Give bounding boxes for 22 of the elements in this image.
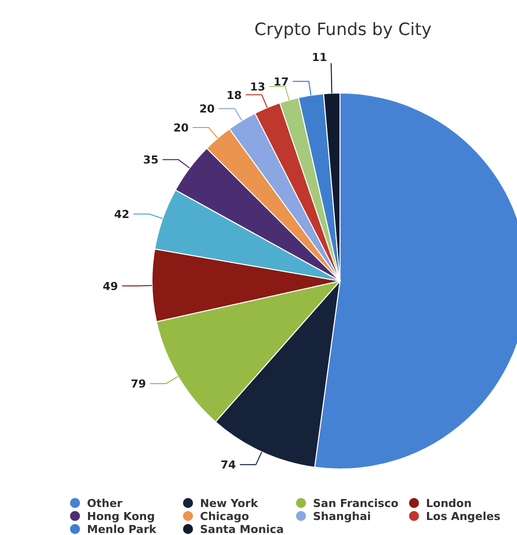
legend-label: Hong Kong bbox=[87, 510, 155, 523]
data-label: 18 bbox=[226, 88, 242, 102]
data-label: 49 bbox=[102, 280, 118, 293]
legend-label: San Francisco bbox=[313, 497, 399, 510]
legend-label: Los Angeles bbox=[426, 510, 501, 523]
legend-label: Santa Monica bbox=[200, 523, 284, 535]
legend-label: Chicago bbox=[200, 510, 250, 523]
data-label: 20 bbox=[199, 102, 215, 116]
legend-label: Shanghai bbox=[313, 510, 371, 523]
data-label: 20 bbox=[173, 122, 189, 135]
legend-label: London bbox=[426, 497, 472, 510]
data-label: 11 bbox=[312, 51, 328, 64]
legend-label: New York bbox=[200, 497, 259, 510]
data-label: 79 bbox=[130, 378, 146, 391]
data-label: 17 bbox=[273, 75, 289, 88]
data-label: 42 bbox=[114, 208, 130, 222]
data-label: 74 bbox=[220, 458, 236, 472]
legend-label: Menlo Park bbox=[87, 523, 158, 535]
legend-label: Other bbox=[87, 497, 123, 510]
data-label: 13 bbox=[250, 80, 266, 94]
chart-title: Crypto Funds by City bbox=[254, 20, 432, 40]
data-label: 35 bbox=[143, 154, 158, 167]
